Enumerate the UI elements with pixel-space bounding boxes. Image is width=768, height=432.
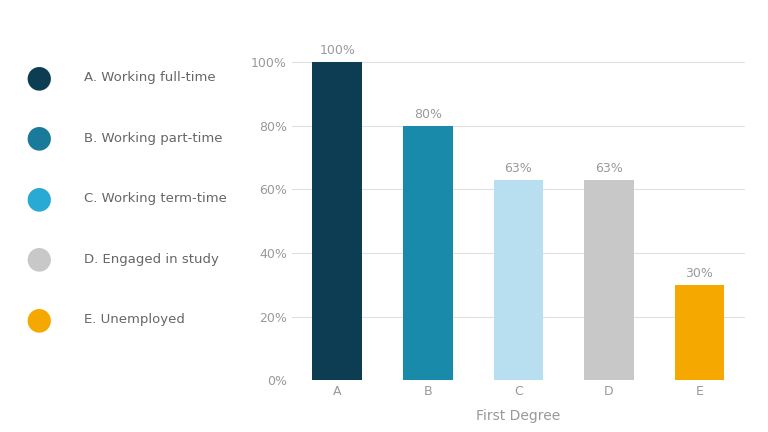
Text: ●: ●	[25, 124, 51, 153]
Text: B. Working part-time: B. Working part-time	[84, 132, 223, 145]
Text: 30%: 30%	[686, 267, 713, 280]
Text: ●: ●	[25, 184, 51, 213]
Bar	[674, 285, 724, 380]
Bar	[584, 180, 634, 380]
Bar	[313, 62, 362, 380]
Text: 100%: 100%	[319, 44, 356, 57]
Text: 63%: 63%	[595, 162, 623, 175]
Text: ●: ●	[25, 63, 51, 92]
Text: ●: ●	[25, 305, 51, 334]
X-axis label: First Degree: First Degree	[476, 409, 561, 423]
Text: E. Unemployed: E. Unemployed	[84, 313, 185, 326]
Bar	[494, 180, 543, 380]
Bar	[403, 126, 453, 380]
Text: ●: ●	[25, 245, 51, 274]
Text: A. Working full-time: A. Working full-time	[84, 71, 216, 84]
Text: D. Engaged in study: D. Engaged in study	[84, 253, 220, 266]
Text: 80%: 80%	[414, 108, 442, 121]
Text: 63%: 63%	[505, 162, 532, 175]
Text: C. Working term-time: C. Working term-time	[84, 192, 227, 205]
